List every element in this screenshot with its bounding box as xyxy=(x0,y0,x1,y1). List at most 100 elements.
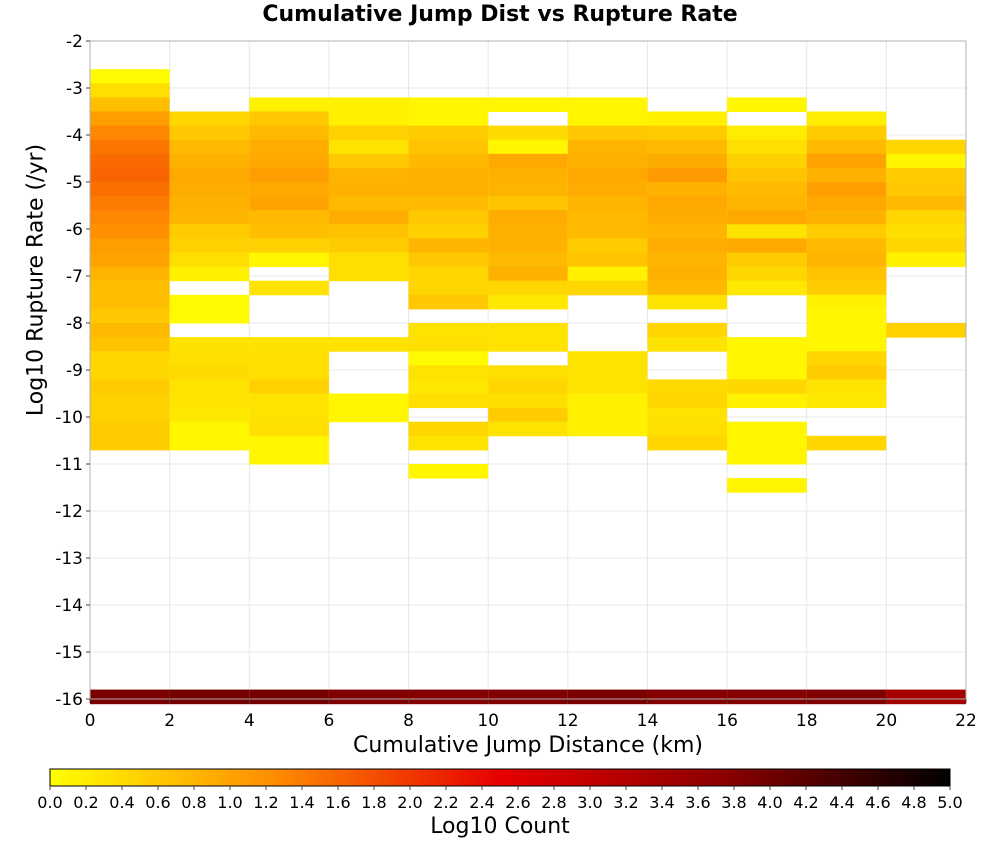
heatmap-cell xyxy=(408,351,489,366)
colorbar-tick-label: 3.2 xyxy=(613,793,638,812)
heatmap-cell xyxy=(249,196,329,211)
heatmap-cell xyxy=(567,139,648,155)
heatmap-cell xyxy=(647,379,728,394)
heatmap-cell xyxy=(249,379,329,394)
heatmap-cell xyxy=(90,238,170,253)
heatmap-cell xyxy=(647,224,728,239)
heatmap-cell xyxy=(488,252,568,268)
colorbar-tick-label: 2.8 xyxy=(541,793,566,812)
heatmap-cell xyxy=(886,153,966,169)
heatmap-cell xyxy=(328,407,409,423)
x-tick-label: 2 xyxy=(164,711,175,731)
heatmap-cell xyxy=(488,294,568,310)
heatmap-cell xyxy=(488,139,568,155)
heatmap-cell xyxy=(169,689,250,705)
heatmap-cell xyxy=(886,182,966,197)
colorbar-tick-label: 2.0 xyxy=(397,793,422,812)
heatmap-cell xyxy=(408,97,489,112)
heatmap-cell xyxy=(90,266,170,282)
colorbar-tick-label: 2.2 xyxy=(433,793,458,812)
heatmap-cell xyxy=(249,210,329,225)
heatmap-cell xyxy=(408,266,489,282)
y-tick-label: -11 xyxy=(55,455,83,475)
heatmap-cell xyxy=(806,111,887,127)
y-axis-ticks: -2 -3 -4 -5 -6 -7 -8 -9 -10 -11 -12 -13 -14 -15 -16 xyxy=(55,32,90,710)
heatmap-cell xyxy=(328,97,409,112)
x-tick-label: 16 xyxy=(716,711,738,731)
heatmap-cell xyxy=(727,97,807,112)
colorbar-tick-label: 0.2 xyxy=(73,793,98,812)
heatmap-cell xyxy=(90,111,170,127)
x-tick-label: 20 xyxy=(876,711,898,731)
heatmap-cell xyxy=(647,337,728,352)
heatmap-cell xyxy=(169,139,250,155)
heatmap-cell xyxy=(567,421,648,437)
heatmap-cell xyxy=(647,407,728,423)
heatmap-cell xyxy=(727,449,807,465)
heatmap-cells xyxy=(90,69,966,705)
heatmap-cell xyxy=(169,125,250,141)
heatmap-cell xyxy=(328,210,409,225)
heatmap-cell xyxy=(647,252,728,268)
heatmap-cell xyxy=(647,196,728,211)
heatmap-cell xyxy=(90,323,170,338)
heatmap-cell xyxy=(806,153,887,169)
colorbar-tick-label: 5.0 xyxy=(937,793,962,812)
heatmap-cell xyxy=(90,435,170,451)
heatmap-cell xyxy=(90,337,170,352)
x-tick-label: 18 xyxy=(796,711,818,731)
y-tick-label: -16 xyxy=(55,690,83,710)
heatmap-cell xyxy=(169,153,250,169)
heatmap-cell xyxy=(90,294,170,310)
heatmap-cell xyxy=(249,337,329,352)
heatmap-cell xyxy=(806,238,887,253)
colorbar-tick-label: 1.4 xyxy=(289,793,314,812)
x-tick-label: 22 xyxy=(955,711,977,731)
colorbar-tick-label: 3.8 xyxy=(721,793,746,812)
colorbar-label: Log10 Count xyxy=(430,814,570,839)
heatmap-cell xyxy=(806,210,887,225)
heatmap-cell xyxy=(328,111,409,127)
heatmap-cell xyxy=(567,125,648,141)
heatmap-cell xyxy=(90,167,170,183)
heatmap-cell xyxy=(169,111,250,127)
heatmap-cell xyxy=(806,224,887,239)
heatmap-cell xyxy=(727,210,807,225)
heatmap-cell xyxy=(90,182,170,197)
heatmap-cell xyxy=(328,125,409,141)
heatmap-cell xyxy=(169,308,250,324)
heatmap-cell xyxy=(567,167,648,183)
heatmap-cell xyxy=(488,238,568,253)
heatmap-cell xyxy=(727,689,807,705)
colorbar-tick-label: 1.2 xyxy=(253,793,278,812)
heatmap-cell xyxy=(806,196,887,211)
heatmap-cell xyxy=(806,139,887,155)
heatmap-cell xyxy=(90,224,170,239)
heatmap-cell xyxy=(249,153,329,169)
heatmap-cell xyxy=(647,139,728,155)
heatmap-cell xyxy=(90,252,170,268)
heatmap-cell xyxy=(90,379,170,394)
y-tick-label: -14 xyxy=(55,596,83,616)
heatmap-cell xyxy=(567,266,648,282)
heatmap-cell xyxy=(90,421,170,437)
y-tick-label: -8 xyxy=(66,314,83,334)
heatmap-cell xyxy=(727,224,807,239)
heatmap-cell xyxy=(647,435,728,451)
heatmap-cell xyxy=(488,125,568,141)
heatmap-cell xyxy=(249,224,329,239)
heatmap-cell xyxy=(90,83,170,98)
heatmap-cell xyxy=(328,224,409,239)
heatmap-cell xyxy=(727,280,807,296)
x-tick-label: 8 xyxy=(403,711,414,731)
heatmap-cell xyxy=(727,266,807,282)
heatmap-cell xyxy=(169,393,250,409)
heatmap-cell xyxy=(488,182,568,197)
heatmap-cell xyxy=(328,393,409,409)
heatmap-cell xyxy=(90,308,170,324)
heatmap-cell xyxy=(169,407,250,423)
heatmap-cell xyxy=(249,125,329,141)
heatmap-cell xyxy=(806,125,887,141)
heatmap-cell xyxy=(806,337,887,352)
heatmap-cell xyxy=(806,393,887,409)
